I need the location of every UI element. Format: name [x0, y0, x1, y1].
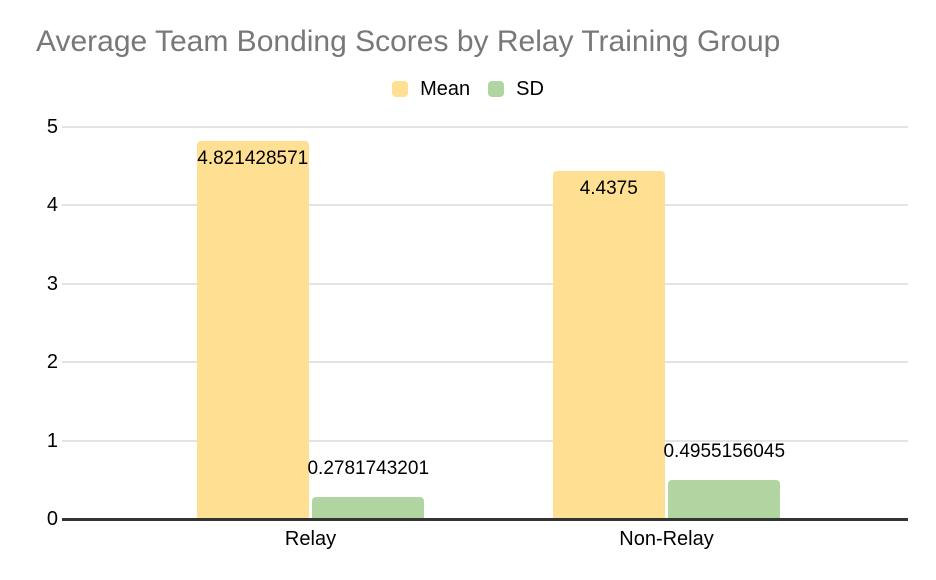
gridline — [62, 439, 908, 442]
legend-label-mean: Mean — [420, 77, 471, 100]
gridline — [62, 126, 908, 128]
legend-item-mean: Mean — [392, 78, 470, 101]
legend-label-sd: SD — [516, 77, 544, 100]
chart-title: Average Team Bonding Scores by Relay Tra… — [36, 25, 781, 58]
legend-swatch-sd — [488, 81, 505, 97]
y-tick-label: 5 — [46, 116, 58, 138]
value-label-mean-non-relay: 4.4375 — [579, 178, 638, 200]
y-tick-label: 4 — [46, 194, 58, 217]
gridline — [62, 204, 908, 207]
bar-mean-non-relay — [552, 171, 665, 519]
gridline — [62, 361, 908, 364]
y-tick-label: 2 — [46, 351, 58, 374]
value-label-sd-relay: 0.2781743201 — [307, 458, 430, 480]
y-tick-label: 1 — [46, 429, 58, 452]
gridline — [62, 282, 908, 285]
legend-swatch-mean — [392, 81, 409, 97]
y-tick-label: 3 — [46, 272, 58, 295]
bar-sd-non-relay — [668, 480, 781, 519]
x-label-non-relay: Non-Relay — [619, 528, 714, 550]
legend: Mean SD — [0, 76, 936, 102]
bar-sd-relay — [312, 497, 425, 519]
x-label-relay: Relay — [284, 528, 337, 550]
x-axis-line — [62, 518, 908, 521]
value-label-sd-non-relay: 0.4955156045 — [663, 441, 786, 463]
legend-item-sd: SD — [488, 78, 544, 101]
y-tick-label: 0 — [46, 508, 58, 530]
bar-mean-relay — [196, 141, 309, 519]
value-label-mean-relay: 4.821428571 — [197, 148, 309, 169]
